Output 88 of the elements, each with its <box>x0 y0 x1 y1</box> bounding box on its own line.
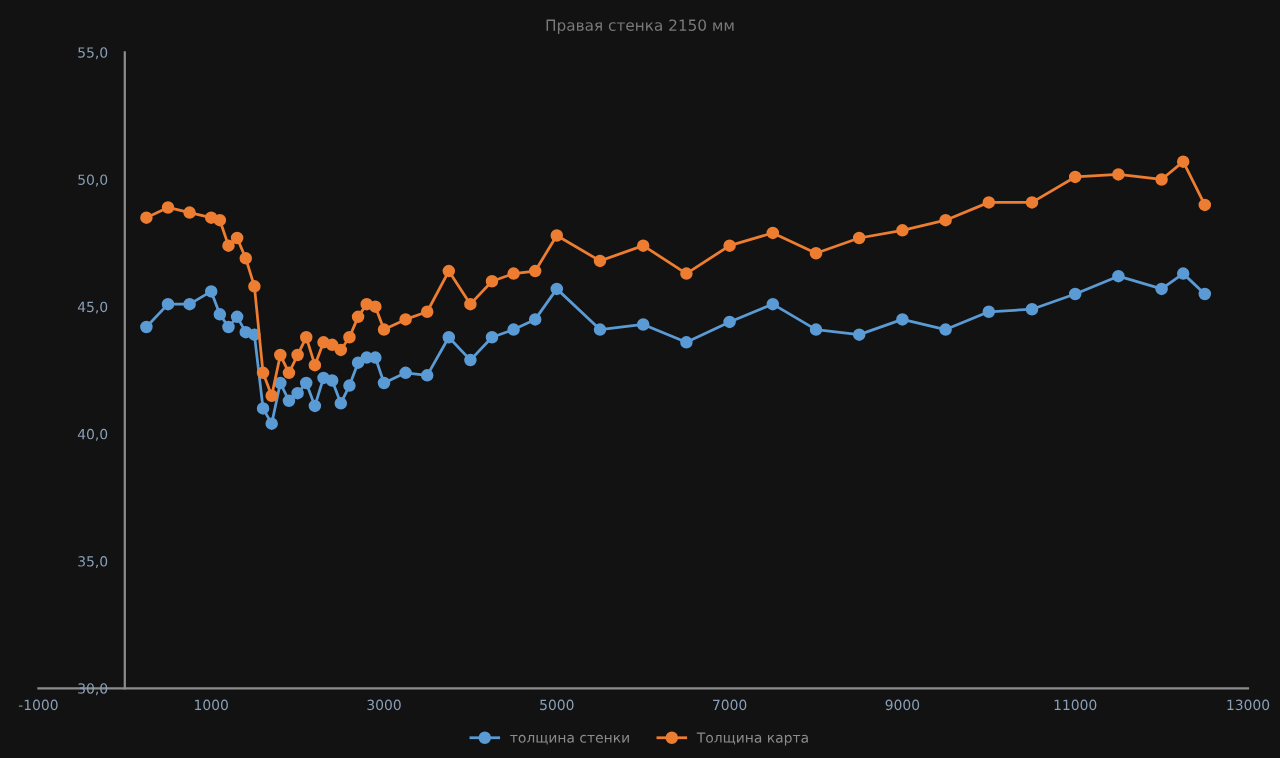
point <box>766 226 780 240</box>
point <box>334 397 348 410</box>
point <box>1112 168 1125 181</box>
point <box>399 313 412 326</box>
point <box>140 211 153 224</box>
point <box>265 417 278 430</box>
point <box>274 348 287 362</box>
point <box>1068 287 1082 301</box>
point <box>291 386 304 400</box>
point <box>351 310 365 324</box>
point <box>291 348 304 362</box>
point <box>464 297 477 311</box>
point <box>1025 302 1039 316</box>
point <box>550 282 564 296</box>
point <box>982 305 996 319</box>
point <box>420 369 434 382</box>
point <box>464 353 477 367</box>
point <box>809 323 823 336</box>
point <box>334 343 348 357</box>
point <box>351 356 365 369</box>
point <box>982 196 996 209</box>
point <box>299 330 313 344</box>
point <box>299 376 313 390</box>
point <box>1025 196 1039 209</box>
point <box>420 305 434 319</box>
point <box>852 328 866 341</box>
point <box>282 366 296 380</box>
point <box>282 394 296 408</box>
point <box>1112 269 1125 283</box>
point <box>325 338 339 352</box>
point <box>1198 287 1212 301</box>
point <box>1155 282 1168 296</box>
point <box>896 313 909 326</box>
point <box>222 239 235 252</box>
point <box>550 229 564 242</box>
point <box>723 315 736 329</box>
point <box>256 402 270 415</box>
point <box>308 358 322 372</box>
point <box>1068 170 1082 184</box>
point <box>593 254 607 268</box>
point <box>528 313 542 326</box>
point <box>852 231 866 245</box>
point <box>161 201 175 214</box>
point <box>1198 198 1212 212</box>
point <box>1176 267 1190 280</box>
point <box>485 330 499 344</box>
point <box>213 213 227 227</box>
point <box>939 213 952 227</box>
point <box>377 376 391 390</box>
point <box>680 267 693 280</box>
point <box>369 300 382 313</box>
point <box>343 379 356 392</box>
point <box>183 206 196 219</box>
point <box>308 399 322 413</box>
point <box>343 330 356 344</box>
point <box>399 366 412 380</box>
point <box>593 323 607 336</box>
point <box>939 323 952 336</box>
point <box>377 323 391 336</box>
point <box>230 231 244 245</box>
point <box>274 376 287 390</box>
point <box>256 366 270 380</box>
point <box>325 374 339 387</box>
point <box>222 320 235 334</box>
point <box>1155 173 1168 186</box>
point <box>442 330 456 344</box>
point <box>265 389 278 402</box>
point <box>507 267 520 280</box>
point <box>183 297 196 311</box>
point <box>230 310 244 324</box>
point <box>239 252 253 265</box>
point <box>213 308 227 321</box>
point <box>442 264 456 278</box>
point <box>723 239 736 252</box>
point <box>507 323 520 336</box>
point <box>809 247 823 260</box>
point <box>204 285 218 298</box>
point <box>680 336 693 349</box>
point <box>636 318 650 331</box>
point <box>248 280 261 293</box>
point <box>140 320 153 334</box>
point <box>528 264 542 278</box>
point <box>636 239 650 252</box>
point <box>896 224 909 237</box>
point <box>766 297 780 311</box>
point <box>161 297 175 311</box>
point <box>1176 155 1190 168</box>
point <box>485 275 499 288</box>
